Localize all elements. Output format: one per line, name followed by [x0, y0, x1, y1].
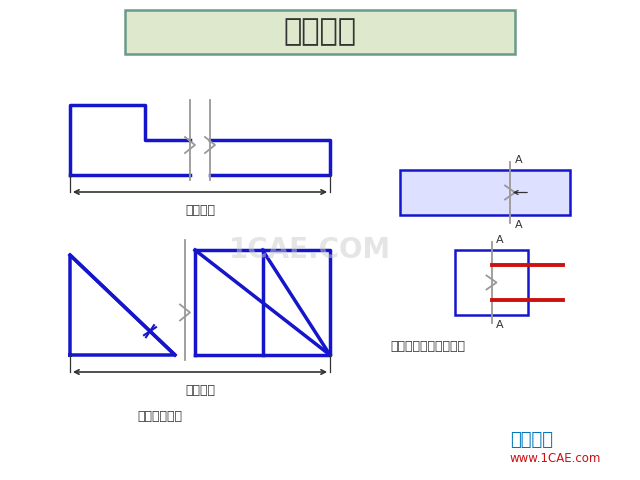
- Text: 折断省略画法: 折断省略画法: [138, 410, 182, 423]
- Text: A: A: [495, 235, 503, 245]
- Text: 仿真在线: 仿真在线: [510, 431, 553, 449]
- Text: 构件局部不同省略画法: 构件局部不同省略画法: [390, 340, 465, 353]
- Text: www.1CAE.com: www.1CAE.com: [510, 452, 602, 465]
- Bar: [400, 170, 570, 215]
- Text: 省略画法: 省略画法: [284, 17, 356, 47]
- Text: 标注原长: 标注原长: [185, 204, 215, 217]
- Bar: [455, 250, 528, 315]
- Text: A: A: [515, 155, 523, 165]
- Text: A: A: [495, 320, 503, 330]
- Text: 1CAE.COM: 1CAE.COM: [229, 236, 391, 264]
- FancyBboxPatch shape: [125, 10, 515, 54]
- Text: A: A: [515, 220, 523, 230]
- Text: 标注原长: 标注原长: [185, 384, 215, 397]
